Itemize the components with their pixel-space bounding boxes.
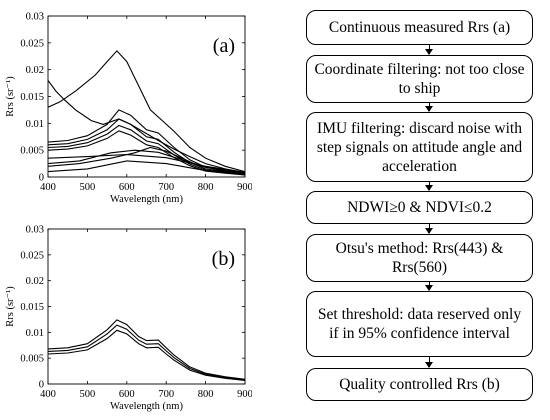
spectrum-line [47,324,246,381]
x-tick-label: 500 [80,389,96,400]
y-tick-label: 0.03 [26,225,44,236]
flow-step-imu-filtering: IMU filtering: discard noise with step s… [306,112,533,182]
x-tick-label: 400 [40,389,56,400]
x-tick-label: 600 [119,182,135,193]
y-tick-label: 0.03 [26,12,44,23]
flow-arrow [425,357,433,368]
x-tick-label: 800 [198,182,214,193]
flow-arrow [425,224,433,234]
panel-label: (a) [213,35,235,57]
y-tick-label: 0 [39,173,44,184]
y-tick-label: 0.02 [26,65,44,76]
y-tick-label: 0.01 [26,328,44,339]
spectrum-line [47,153,246,173]
x-axis-label: Wavelength (nm) [110,194,183,205]
y-tick-label: 0.005 [20,354,44,365]
spectrum-line [47,118,246,175]
x-tick-label: 800 [198,389,214,400]
spectrum-line [47,329,246,381]
y-tick-label: 0.015 [20,302,44,313]
y-tick-label: 0.02 [26,276,44,287]
rrs-chart-b: 0 0.005 0.01 0.015 0.02 0.025 0.03 400 500 600 700… [5,225,252,413]
flow-step-otsu-method: Otsu's method: Rrs(443) & Rrs(560) [306,234,533,282]
y-tick-label: 0.01 [26,119,44,130]
x-tick-label: 700 [158,389,174,400]
spectrum-line [47,149,246,174]
x-tick-label: 400 [40,182,56,193]
x-tick-label: 700 [158,182,174,193]
flow-step-ndwi-ndvi: NDWI≥0 & NDVI≤0.2 [306,191,533,224]
spectrum-line [47,124,246,175]
flow-step-coordinate-filtering: Coordinate filtering: not too close to s… [306,55,533,103]
y-tick-label: 0.025 [20,38,44,49]
spectrum-line [47,160,246,176]
x-tick-label: 600 [119,389,135,400]
y-axis-label: Rrs (sr⁻¹) [5,76,16,117]
spectrum-line [47,80,246,174]
y-tick-label: 0.025 [20,250,44,261]
y-tick-label: 0 [39,380,44,391]
flow-arrow [425,103,433,112]
flow-step-quality-controlled-rrs: Quality controlled Rrs (b) [306,368,533,401]
y-tick-label: 0.015 [20,92,44,103]
x-tick-label: 900 [237,182,252,193]
rrs-chart-a: 0 0.005 0.01 0.015 0.02 0.025 0.03 400 500 600 700… [5,12,252,206]
spectrum-line [47,50,246,173]
x-axis-label: Wavelength (nm) [110,401,183,412]
y-tick-label: 0.005 [20,146,44,157]
spectrum-line [47,319,246,380]
flow-arrow [425,282,433,291]
flow-arrow [425,182,433,191]
flow-arrow [425,45,433,55]
x-tick-label: 900 [237,389,252,400]
flow-step-set-threshold: Set threshold: data reserved only if in … [306,291,533,357]
flow-step-continuous-rrs: Continuous measured Rrs (a) [306,10,533,45]
y-axis-label: Rrs (sr⁻¹) [5,286,16,327]
x-tick-label: 500 [80,182,96,193]
panel-label: (b) [212,248,235,270]
